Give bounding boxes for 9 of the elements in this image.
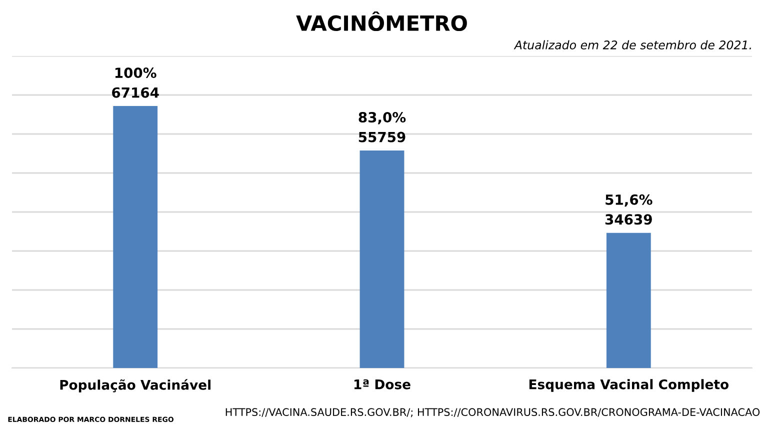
text: HTTPS://VACINA.SAUDE.RS.GOV.BR/; HTTPS://CORONAVIRUS.RS.GOV.BR/CRONOGRAMA-DE-VACINACAO [226, 408, 760, 418]
data-label: 83,0% 55759 [358, 112, 406, 142]
x-tick-label: 1ª Dose [354, 379, 410, 390]
chart-subtitle: Atualizado em 22 de setembro de 2021. [514, 40, 751, 50]
x-tick-label: Esquema Vacinal Completo [529, 379, 729, 392]
chart-title: VACINÔMETRO [296, 11, 467, 32]
x-tick-label: População Vacinável [60, 379, 210, 392]
data-label: 100% 67164 [112, 68, 159, 98]
data-label: 51,6% 34639 [605, 194, 652, 225]
